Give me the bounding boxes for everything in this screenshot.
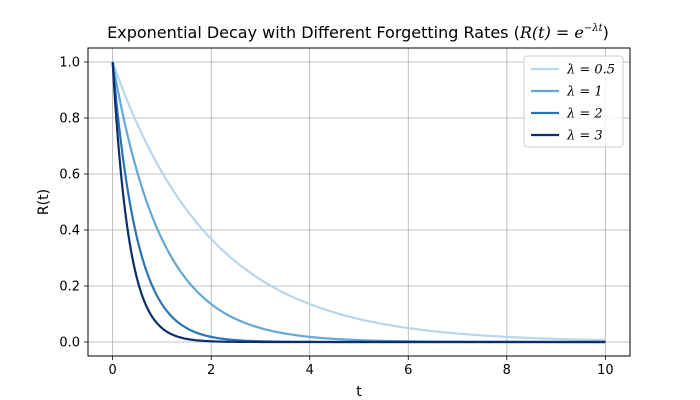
x-tick-label: 0 [108,363,116,378]
x-tick-label: 4 [306,363,314,378]
chart-title-math: R(t) = e [519,23,584,42]
legend: λ = 0.5 λ = 1 λ = 2 λ = 3 [523,55,624,148]
x-axis-label: t [356,384,362,400]
chart-title-main: Exponential Decay with Different Forgett… [107,23,520,42]
y-tick-label: 0.0 [59,336,80,351]
x-tick-label: 2 [207,363,215,378]
chart-title: Exponential Decay with Different Forgett… [107,23,609,42]
x-tick-label: 8 [503,363,511,378]
legend-box [523,55,624,148]
series-lines [111,61,606,344]
y-tick-label: 0.4 [59,224,80,239]
y-tick-label: 0.8 [59,112,80,127]
legend-label: λ = 2 [566,107,603,122]
y-axis-label: R(t) [36,189,52,215]
chart-title-exponent: −λt [584,23,604,34]
y-tick-label: 1.0 [59,56,80,71]
x-tick-label: 6 [404,363,412,378]
y-tick-label: 0.2 [59,280,80,295]
plot-frame [87,47,631,357]
legend-label: λ = 1 [566,85,603,100]
axis-ticks: 0 2 4 6 8 10 0.0 0.2 0.4 0.6 0.8 1.0 [59,56,613,379]
chart-title-end: ) [603,23,609,42]
legend-label: λ = 3 [566,129,603,144]
legend-label: λ = 0.5 [566,63,615,78]
series-line-0 [111,61,606,342]
x-tick-label: 10 [597,363,614,378]
y-tick-label: 0.6 [59,168,80,183]
series-line-3 [111,61,606,344]
